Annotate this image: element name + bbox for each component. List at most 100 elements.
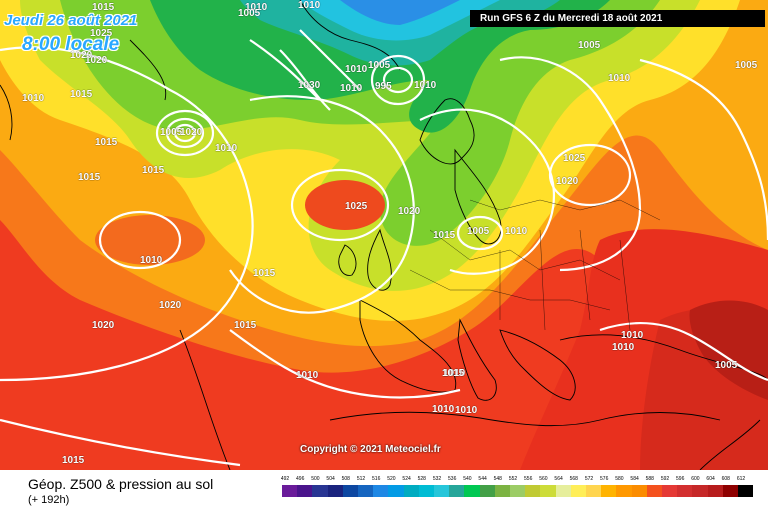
forecast-time: 8:00 locale xyxy=(22,34,120,55)
scale-swatch xyxy=(662,485,678,497)
scale-swatch xyxy=(449,485,465,497)
forecast-date: Jeudi 26 août 2021 xyxy=(4,12,138,29)
scale-swatch xyxy=(297,485,313,497)
scale-swatch xyxy=(692,485,708,497)
isobar-label: 1010 xyxy=(22,93,45,104)
isobar-label: 1005 xyxy=(368,60,391,71)
scale-label: 556 xyxy=(524,476,533,482)
scale-swatch xyxy=(403,485,419,497)
scale-swatch xyxy=(555,485,571,497)
scale-label: 572 xyxy=(584,476,594,482)
zone-584-atlantic xyxy=(95,215,205,265)
scale-label: 520 xyxy=(387,476,396,482)
scale-swatch xyxy=(373,485,389,497)
zone-524 xyxy=(340,0,460,25)
scale-label: 528 xyxy=(417,476,426,482)
scale-swatch xyxy=(388,485,404,497)
isobar-label: 1025 xyxy=(563,153,586,164)
scale-swatch xyxy=(616,485,632,497)
isobar-label: 1020 xyxy=(398,206,421,217)
geopotential-map xyxy=(0,0,768,470)
isobar-label: 1005 xyxy=(238,8,261,19)
isobar-label: 1020 xyxy=(180,127,203,138)
scale-swatch xyxy=(540,485,556,497)
isobar-label: 1020 xyxy=(556,176,579,187)
scale-swatch xyxy=(586,485,602,497)
isobar-label: 1020 xyxy=(159,300,182,311)
scale-label: 496 xyxy=(296,476,305,482)
isobar-label: 1015 xyxy=(92,2,115,13)
borders xyxy=(409,199,661,331)
isobar-label: 1015 xyxy=(78,172,101,183)
scale-swatch xyxy=(631,485,647,497)
scale-swatch xyxy=(327,485,343,497)
isobar-label: 1015 xyxy=(62,455,85,466)
scale-label: 568 xyxy=(569,476,578,482)
scale-swatch xyxy=(418,485,434,497)
isobar-label: 1025 xyxy=(345,201,368,212)
scale-label: 584 xyxy=(630,476,639,482)
zone-596-east xyxy=(689,300,768,400)
isobar-label: 1010 xyxy=(612,342,635,353)
isobar-label: 1010 xyxy=(245,2,268,13)
scale-swatch xyxy=(707,485,723,497)
scale-label: 560 xyxy=(539,476,548,482)
scale-swatch xyxy=(570,485,586,497)
scale-label: 540 xyxy=(463,476,472,482)
scale-swatch xyxy=(312,485,328,497)
isobar-label: 1015 xyxy=(95,137,118,148)
scale-label: 548 xyxy=(493,476,502,482)
zone-588-atlantic xyxy=(305,180,385,230)
scale-swatch xyxy=(342,485,358,497)
scale-swatch xyxy=(464,485,480,497)
scale-swatch xyxy=(646,485,662,497)
isobar-lines xyxy=(0,29,768,467)
isobar-label: 1010 xyxy=(621,330,644,341)
scale-label: 508 xyxy=(341,476,350,482)
scale-label: 612 xyxy=(736,476,746,482)
isobar-label: 1010 xyxy=(296,370,319,381)
isobar-label: 1010 xyxy=(215,143,238,154)
isobar-label: 1020 xyxy=(85,55,108,66)
isobar-label: 1010 xyxy=(505,226,528,237)
scale-swatch xyxy=(434,485,450,497)
isobar-label: 1010 xyxy=(414,80,437,91)
isobar-label: 1010 xyxy=(443,368,466,379)
scale-swatch xyxy=(601,485,617,497)
copyright: Copyright © 2021 Meteociel.fr xyxy=(300,444,441,455)
color-scale: 492 496 500 504 508 512 516 520 524 528 532 536 540 5… xyxy=(281,476,754,498)
isobar-label: 1010 xyxy=(298,0,321,11)
scale-swatch xyxy=(510,485,526,497)
map-title: Géop. Z500 & pression au sol xyxy=(28,476,214,492)
scale-label: 536 xyxy=(448,476,457,482)
scale-label: 504 xyxy=(326,476,335,482)
isobar-label: 1025 xyxy=(90,28,113,39)
scale-label: 512 xyxy=(356,476,366,482)
scale-label: 500 xyxy=(311,476,320,482)
zone-548 xyxy=(150,0,610,133)
isobar-label: 1015 xyxy=(142,165,165,176)
isobar-label: 1010 xyxy=(345,64,368,75)
scale-label: 552 xyxy=(508,476,518,482)
isobar-label: 1010 xyxy=(608,73,631,84)
isobar-label: 1010 xyxy=(140,255,163,266)
scale-label: 604 xyxy=(706,476,715,482)
isobar-label: 1005 xyxy=(160,127,183,138)
scale-label: 532 xyxy=(432,476,442,482)
isobar-label: 1020 xyxy=(92,320,115,331)
scale-label: 524 xyxy=(402,476,411,482)
scale-label: 600 xyxy=(691,476,700,482)
isobar-label: 1005 xyxy=(467,226,490,237)
isobar-label: 1005 xyxy=(735,60,758,71)
scale-label: 596 xyxy=(676,476,685,482)
isobar-label: 1020 xyxy=(70,50,93,61)
isobar-label: 1010 xyxy=(455,405,478,416)
isobar-label: 1015 xyxy=(442,368,465,379)
scale-swatch xyxy=(738,485,754,497)
isobar-label: 1010 xyxy=(432,404,455,415)
isobar-label: 1010 xyxy=(340,83,363,94)
isobar-label: 1030 xyxy=(298,80,321,91)
isobar-label: 1005 xyxy=(578,40,601,51)
isobar-label: 995 xyxy=(375,81,392,92)
isobar-label: 1015 xyxy=(234,320,257,331)
